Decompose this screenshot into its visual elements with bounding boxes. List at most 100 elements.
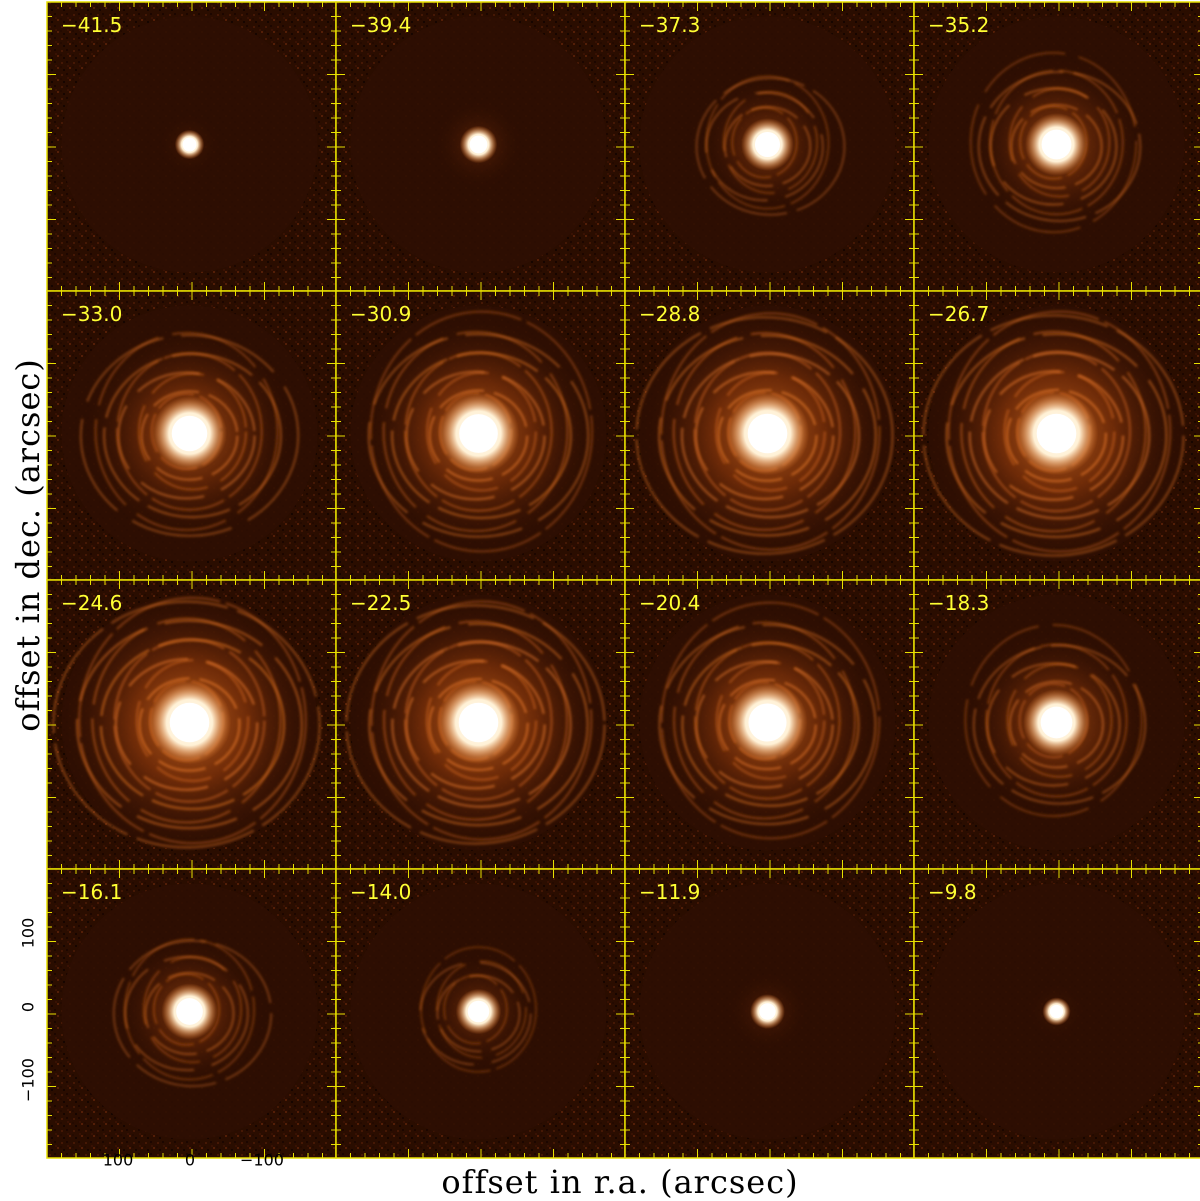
velocity-label: −37.3 — [639, 13, 700, 37]
channel-panel: −39.4 — [335, 1, 626, 292]
channel-panel: −22.5 — [335, 579, 626, 870]
shell-arc — [658, 623, 877, 826]
velocity-label: −9.8 — [928, 880, 977, 904]
shell-arc — [1010, 103, 1103, 190]
shell-arc — [367, 333, 590, 538]
channel-panel: −24.6 — [46, 579, 337, 870]
panel-ticks — [625, 2, 914, 291]
panel-ticks — [914, 2, 1200, 291]
channel-panel: −16.1 — [46, 868, 337, 1159]
central-source — [1040, 706, 1073, 739]
channel-panel: −14.0 — [335, 868, 626, 1159]
shell-arc — [969, 51, 1138, 234]
shell-arc — [672, 621, 857, 820]
shell-arc — [370, 600, 593, 841]
shell-arc — [345, 604, 606, 845]
panel-ticks — [625, 580, 914, 869]
shell-arc — [989, 69, 1124, 216]
panel-ticks — [47, 2, 336, 291]
x-tick-label: 0 — [184, 1150, 196, 1170]
central-source — [169, 702, 210, 743]
velocity-label: −24.6 — [61, 591, 122, 615]
channel-panel: −30.9 — [335, 290, 626, 581]
shell-arc — [660, 601, 881, 840]
velocity-label: −35.2 — [928, 13, 989, 37]
shell-arc — [705, 75, 830, 210]
central-source — [747, 413, 788, 454]
shell-arc — [382, 330, 569, 533]
central-source — [467, 1000, 490, 1023]
shell-arc — [436, 960, 527, 1059]
channel-panel: −33.0 — [46, 290, 337, 581]
shell-arc — [78, 596, 307, 845]
shell-arc — [79, 334, 300, 537]
velocity-label: −41.5 — [61, 13, 122, 37]
shell-arc — [947, 310, 1172, 553]
shell-arc — [138, 677, 241, 772]
shell-arc — [94, 331, 279, 532]
central-source — [469, 135, 488, 154]
shell-arc — [152, 973, 221, 1046]
x-tick-label: 100 — [102, 1150, 134, 1170]
shell-arc — [681, 642, 860, 807]
shell-arc — [123, 938, 256, 1081]
panel-ticks — [47, 291, 336, 580]
channel-panel: −11.9 — [624, 868, 915, 1159]
shell-arc — [135, 658, 250, 783]
channel-panel: −37.3 — [624, 1, 915, 292]
panel-ticks — [47, 580, 336, 869]
central-source — [1049, 1004, 1064, 1019]
shell-arc — [964, 623, 1143, 818]
panel-ticks — [914, 580, 1200, 869]
channel-panel: −41.5 — [46, 1, 337, 292]
velocity-label: −11.9 — [639, 880, 700, 904]
y-tick-label: 0 — [18, 1001, 38, 1013]
panel-ticks — [336, 580, 625, 869]
shell-arc — [428, 389, 529, 482]
central-source — [754, 131, 781, 158]
central-source — [748, 703, 787, 742]
channel-panel: −35.2 — [913, 1, 1200, 292]
shell-arc — [1005, 388, 1108, 483]
shell-arc — [369, 310, 594, 553]
velocity-label: −30.9 — [350, 302, 411, 326]
panel-ticks — [336, 291, 625, 580]
velocity-label: −20.4 — [639, 591, 700, 615]
shell-arc — [91, 617, 282, 824]
panel-ticks — [625, 869, 914, 1158]
shell-arc — [75, 619, 304, 830]
central-source — [759, 1003, 776, 1020]
central-source — [176, 998, 203, 1025]
shell-arc — [672, 331, 857, 532]
shell-arc — [695, 77, 846, 216]
shell-arc — [717, 389, 818, 482]
panel-ticks — [914, 869, 1200, 1158]
velocity-label: −33.0 — [61, 302, 122, 326]
shell-arc — [972, 644, 1147, 805]
channel-panel: −20.4 — [624, 579, 915, 870]
shell-arc — [635, 316, 894, 555]
velocity-label: −14.0 — [350, 880, 411, 904]
shell-arc — [718, 678, 817, 771]
panel-ticks — [914, 291, 1200, 580]
shell-arc — [368, 622, 589, 827]
shell-arc — [419, 961, 532, 1066]
y-tick-label: −100 — [18, 1058, 38, 1102]
shell-arc — [112, 939, 273, 1088]
shell-arc — [391, 641, 572, 808]
shell-arc — [140, 390, 239, 481]
shell-arc — [945, 332, 1168, 539]
shell-arc — [960, 330, 1147, 533]
shell-arc — [382, 620, 569, 821]
velocity-label: −16.1 — [61, 880, 122, 904]
shell-arc — [658, 334, 877, 537]
channel-panel: −26.7 — [913, 290, 1200, 581]
velocity-label: −18.3 — [928, 591, 989, 615]
shell-arc — [977, 70, 1142, 223]
shell-arc — [428, 677, 529, 772]
x-axis-label: offset in r.a. (arcsec) — [441, 1163, 799, 1201]
shell-arc — [103, 352, 282, 519]
central-source — [1036, 413, 1077, 454]
